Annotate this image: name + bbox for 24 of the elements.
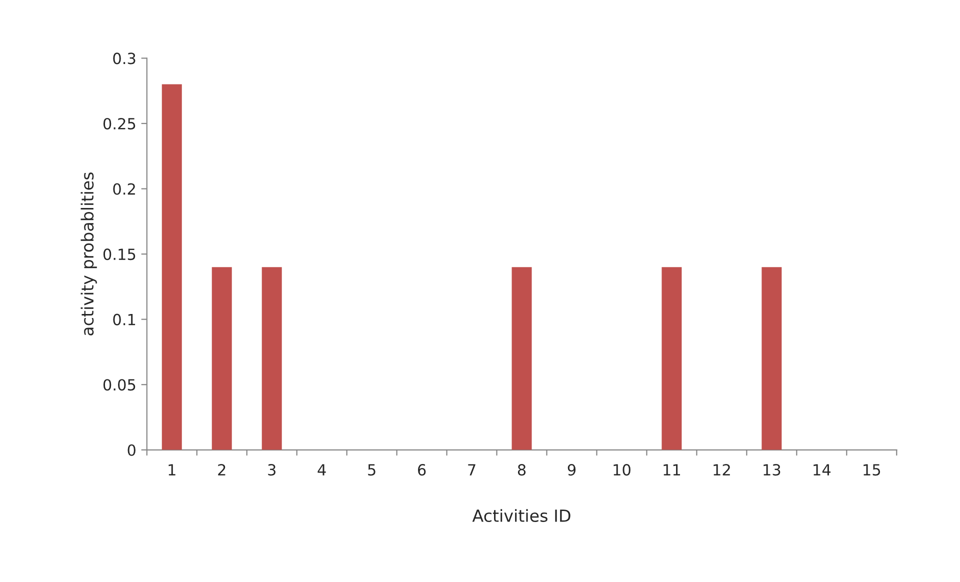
y-tick-label: 0.1 [113, 314, 136, 326]
y-axis-title: activity probablities [80, 172, 97, 336]
y-tick-label: 0.25 [103, 118, 136, 130]
x-tick-label: 11 [664, 464, 680, 476]
x-tick-label: 12 [714, 464, 730, 476]
x-tick-label: 9 [568, 464, 576, 476]
x-axis-title: Activities ID [472, 509, 570, 522]
y-tick-label: 0 [128, 444, 136, 456]
x-tick-label: 7 [468, 464, 476, 476]
x-tick-label: 4 [318, 464, 326, 476]
x-tick-label: 8 [518, 464, 526, 476]
x-tick-label: 6 [418, 464, 426, 476]
x-tick-label: 1 [168, 464, 176, 476]
x-tick-label: 14 [814, 464, 831, 476]
x-tick-label: 3 [268, 464, 276, 476]
x-tick-label: 2 [218, 464, 226, 476]
x-tick-label: 13 [764, 464, 780, 476]
x-tick-label: 10 [614, 464, 630, 476]
x-tick-label: 15 [864, 464, 880, 476]
y-tick-label: 0.2 [113, 183, 135, 195]
x-tick-label: 5 [368, 464, 376, 476]
y-tick-label: 0.05 [103, 379, 136, 391]
y-tick-label: 0.3 [113, 52, 136, 64]
y-tick-label: 0.15 [103, 248, 136, 260]
